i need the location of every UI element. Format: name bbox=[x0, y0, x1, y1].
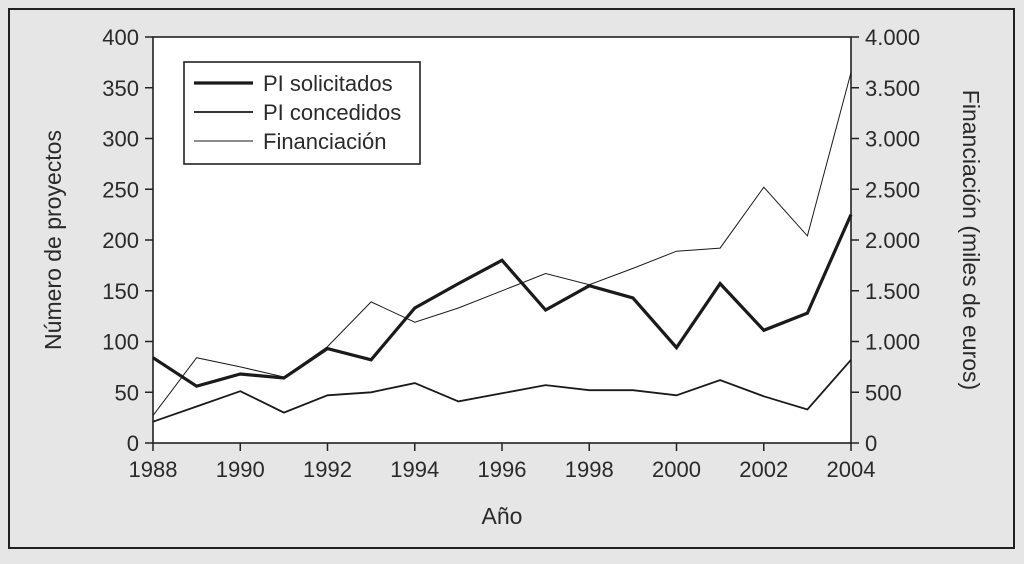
y-left-tick-label: 300 bbox=[102, 127, 139, 152]
x-tick-label: 2000 bbox=[652, 457, 701, 482]
legend-box bbox=[183, 61, 421, 165]
y-left-tick-label: 250 bbox=[102, 177, 139, 202]
y-right-tick-label: 4.000 bbox=[865, 25, 920, 50]
y-left-tick-label: 0 bbox=[127, 431, 139, 456]
y-left-tick-label: 50 bbox=[115, 380, 139, 405]
legend: PI solicitados PI concedidos Financiación bbox=[183, 61, 421, 165]
x-tick-label: 1996 bbox=[478, 457, 527, 482]
y-right-tick-label: 500 bbox=[865, 380, 902, 405]
series-lines bbox=[152, 72, 853, 423]
y-right-tick-label: 1.000 bbox=[865, 330, 920, 355]
x-axis-title: Año bbox=[482, 503, 523, 529]
x-tick-label: 1988 bbox=[129, 457, 178, 482]
series-line-pi-concedidos bbox=[152, 359, 852, 423]
x-tick-label: 1998 bbox=[565, 457, 614, 482]
x-tick-label: 2002 bbox=[739, 457, 788, 482]
legend-label: PI concedidos bbox=[263, 100, 401, 125]
series-line-pi-solicitados bbox=[152, 213, 853, 388]
y-left-tick-label: 400 bbox=[102, 25, 139, 50]
y-right-tick-label: 0 bbox=[865, 431, 877, 456]
legend-label: Financiación bbox=[263, 129, 387, 154]
x-tick-label: 1990 bbox=[216, 457, 265, 482]
x-tick-label: 1994 bbox=[390, 457, 439, 482]
legend-label: PI solicitados bbox=[263, 71, 393, 96]
y-left-tick-label: 100 bbox=[102, 330, 139, 355]
y-right-tick-label: 3.000 bbox=[865, 127, 920, 152]
y-right-tick-label: 2.500 bbox=[865, 177, 920, 202]
x-tick-label: 1992 bbox=[303, 457, 352, 482]
x-tick-label: 2004 bbox=[827, 457, 876, 482]
y-left-tick-label: 200 bbox=[102, 228, 139, 253]
y-left-tick-label: 150 bbox=[102, 279, 139, 304]
y-axis-title-right: Financiación (miles de euros) bbox=[958, 90, 984, 390]
axis-ticks: 1988 1990 1992 1994 1996 1998 2000 2002 20040501… bbox=[102, 25, 920, 482]
y-right-tick-label: 3.500 bbox=[865, 76, 920, 101]
y-right-tick-label: 2.000 bbox=[865, 228, 920, 253]
y-axis-title-left: Número de proyectos bbox=[40, 130, 66, 350]
y-left-tick-label: 350 bbox=[102, 76, 139, 101]
y-right-tick-label: 1.500 bbox=[865, 279, 920, 304]
series-line-financiaci-n bbox=[152, 72, 852, 416]
